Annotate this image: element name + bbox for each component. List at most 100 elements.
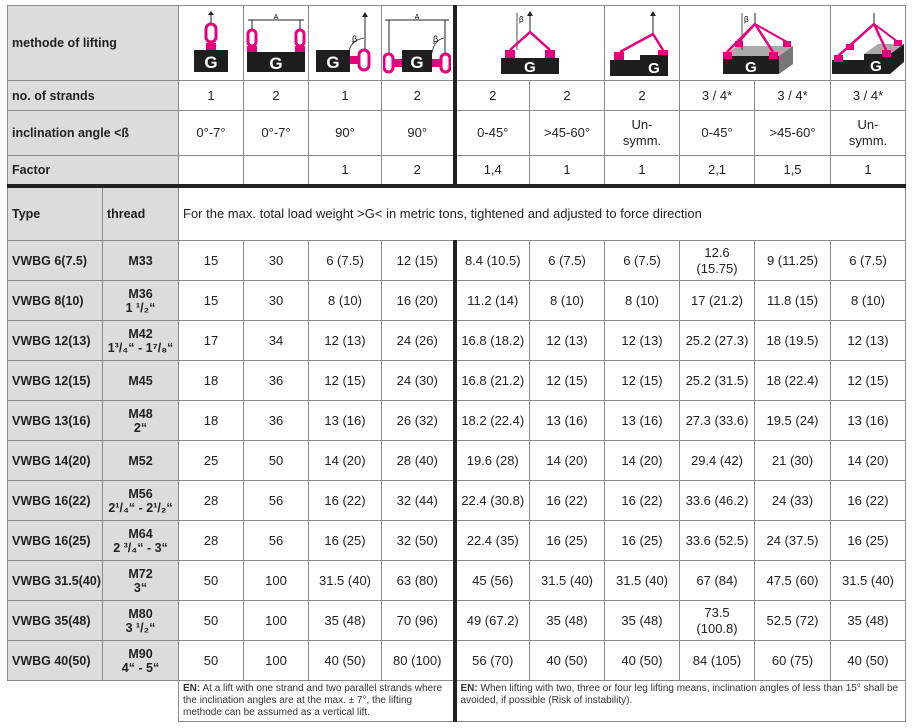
type-cell: VWBG 35(48) bbox=[7, 600, 103, 641]
load-value: 26 (32) bbox=[381, 400, 457, 441]
angle-value-line: 0-45° bbox=[701, 125, 733, 140]
svg-text:G: G bbox=[411, 53, 424, 72]
thread-cell-line: 2 ³/₄“ - 3“ bbox=[113, 540, 168, 555]
load-value: 24 (30) bbox=[381, 360, 457, 401]
load-value-line: 47.5 (60) bbox=[766, 572, 819, 588]
thread-cell-line: M33 bbox=[128, 253, 153, 268]
load-value-line: 35 (48) bbox=[847, 612, 889, 628]
angle-value-line: 0°-7° bbox=[261, 125, 291, 140]
angle-value: >45-60° bbox=[754, 110, 832, 156]
load-value: 24 (26) bbox=[381, 320, 457, 361]
load-value-line: 50 bbox=[203, 652, 219, 668]
load-value: 35 (48) bbox=[529, 600, 606, 641]
load-value: 36 bbox=[243, 400, 310, 441]
load-value: 18 bbox=[178, 400, 245, 441]
type-header: Type bbox=[7, 185, 103, 241]
thread-cell-line: M52 bbox=[128, 453, 153, 468]
load-value: 12 (13) bbox=[604, 320, 681, 361]
load-value: 14 (20) bbox=[529, 440, 606, 481]
load-value-line: 11.2 (14) bbox=[467, 292, 519, 308]
load-value: 16 (25) bbox=[604, 520, 681, 561]
load-value-line: 8 (10) bbox=[851, 292, 885, 308]
load-value-line: 28 bbox=[203, 492, 219, 508]
strands-value: 1 bbox=[308, 80, 383, 111]
load-value-line: 33.6 (46.2) bbox=[685, 492, 749, 508]
load-value-line: 16.8 (21.2) bbox=[461, 372, 525, 388]
load-value-line: 32 (44) bbox=[396, 492, 438, 508]
load-value: 16.8 (18.2) bbox=[454, 320, 531, 361]
load-value: 40 (50) bbox=[604, 640, 681, 681]
load-value-line: 13 (16) bbox=[546, 412, 588, 428]
icon-cell: G bbox=[830, 5, 907, 81]
strands-value: 2 bbox=[381, 80, 457, 111]
thread-cell-line: M64 bbox=[128, 526, 153, 541]
load-value: 56 (70) bbox=[454, 640, 531, 681]
angle-value-line: symm. bbox=[848, 133, 888, 148]
svg-text:A: A bbox=[415, 14, 420, 21]
load-value-line: 8.4 (10.5) bbox=[464, 252, 521, 268]
load-value-line: 63 (80) bbox=[396, 572, 438, 588]
load-value: 12 (15) bbox=[830, 360, 907, 401]
load-value-line: 60 (75) bbox=[771, 652, 814, 668]
svg-text:G: G bbox=[745, 59, 757, 76]
load-value-line: 31.5 (40) bbox=[841, 572, 895, 588]
load-value-line: 100 bbox=[265, 652, 287, 668]
table-row: VWBG 12(13) M42 1³/₄“ - 1⁷/₈“ 17 34 12 (13) 24… bbox=[7, 320, 907, 361]
thread-cell: M90 4“ - 5“ bbox=[101, 640, 180, 681]
load-value-line: 11.8 (15) bbox=[766, 292, 819, 308]
method-label: methode of lifting bbox=[6, 5, 180, 81]
load-value-line: 25 bbox=[203, 452, 219, 468]
load-value: 50 bbox=[178, 640, 245, 681]
load-value-line: 6 (7.5) bbox=[849, 252, 887, 268]
load-value: 18 (19.5) bbox=[754, 320, 832, 361]
svg-text:G: G bbox=[870, 58, 882, 75]
thread-cell-line: 2¹/₄“ - 2¹/₂“ bbox=[108, 500, 173, 515]
load-value: 80 (100) bbox=[381, 640, 457, 681]
load-value-line: 27.3 (33.6) bbox=[685, 412, 749, 428]
type-cell: VWBG 16(22) bbox=[7, 480, 103, 521]
factor-value: 2,1 bbox=[679, 155, 756, 188]
load-value-line: 18 bbox=[203, 372, 219, 388]
load-value: 13 (16) bbox=[604, 400, 681, 441]
load-value: 40 (50) bbox=[529, 640, 606, 681]
load-value-line: 14 (20) bbox=[324, 452, 366, 468]
strands-value: 2 bbox=[454, 80, 531, 111]
strands-value: 2 bbox=[243, 80, 310, 111]
load-value-line: 80 (100) bbox=[393, 652, 442, 668]
load-value: 70 (96) bbox=[381, 600, 457, 641]
load-value-line: 40 (50) bbox=[546, 652, 588, 668]
svg-text:β: β bbox=[352, 34, 357, 44]
load-value: 6 (7.5) bbox=[830, 240, 907, 281]
load-value-line: 45 (56) bbox=[472, 572, 514, 588]
load-value-line: 28 bbox=[203, 532, 219, 548]
load-value-line: 8 (10) bbox=[328, 292, 362, 308]
type-cell: VWBG 14(20) bbox=[7, 440, 103, 481]
load-value-line: 19.5 (24) bbox=[766, 412, 819, 428]
load-value-line: 18.2 (22.4) bbox=[461, 412, 525, 428]
load-value-line: 18 bbox=[203, 412, 219, 428]
load-value-line: 31.5 (40) bbox=[540, 572, 594, 588]
load-value: 36 bbox=[243, 360, 310, 401]
load-value-line: 25.2 (31.5) bbox=[685, 372, 749, 388]
table-row: VWBG 6(7.5) M33 15 30 6 (7.5) 12 (15) 8.4 (10.… bbox=[7, 240, 907, 281]
load-value-line: 16 (22) bbox=[546, 492, 588, 508]
load-value: 8 (10) bbox=[604, 280, 681, 321]
factor-value: 1 bbox=[308, 155, 383, 188]
load-value-line: 12 (15) bbox=[324, 372, 366, 388]
two-leg-sling-icon: βG bbox=[501, 11, 560, 76]
load-value-line: 8 (10) bbox=[625, 292, 659, 308]
load-value-line: 26 (32) bbox=[396, 412, 438, 428]
load-value: 28 bbox=[178, 480, 245, 521]
load-value-line: 73.5 bbox=[704, 604, 730, 620]
load-value-line: 22.4 (30.8) bbox=[461, 492, 525, 508]
load-value: 35 (48) bbox=[830, 600, 907, 641]
angle-value-line: symm. bbox=[622, 133, 662, 148]
load-value: 19.5 (24) bbox=[754, 400, 832, 441]
load-value-line: 84 (105) bbox=[692, 652, 742, 668]
svg-text:β: β bbox=[519, 15, 524, 24]
load-value-line: 12 (15) bbox=[546, 372, 588, 388]
type-cell: VWBG 12(15) bbox=[7, 360, 103, 401]
load-value-line: 13 (16) bbox=[621, 412, 663, 428]
load-value-line: 35 (48) bbox=[324, 612, 366, 628]
